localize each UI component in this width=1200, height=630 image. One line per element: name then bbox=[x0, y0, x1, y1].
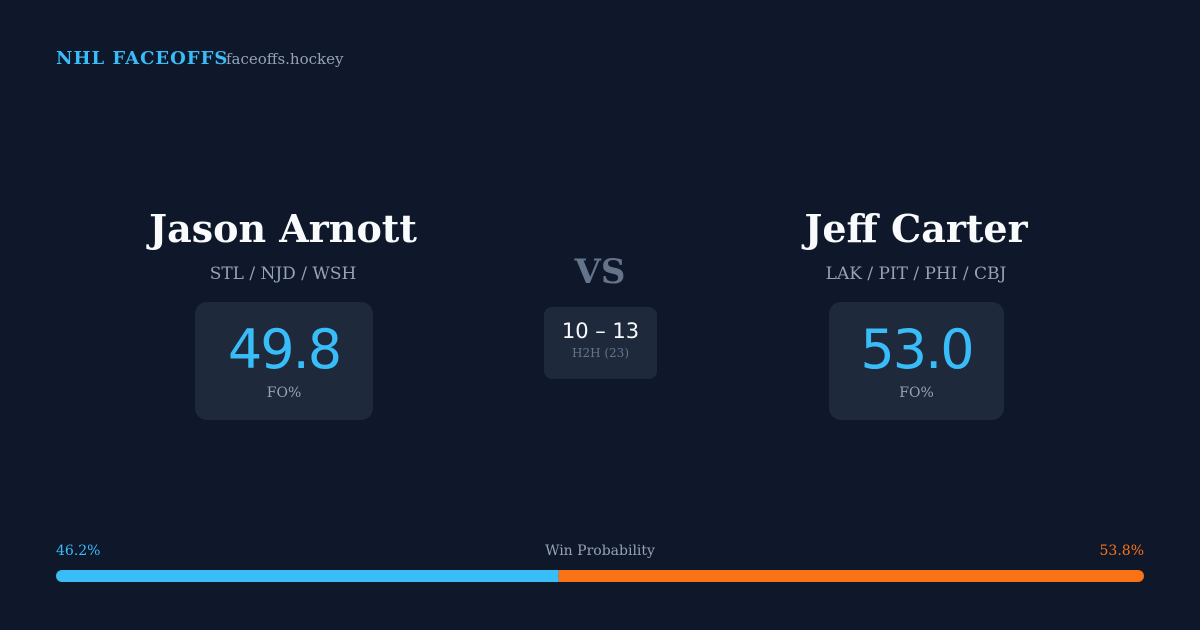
player-teams: STL / NJD / WSH bbox=[209, 264, 357, 284]
h2h-box: 10 – 13 H2H (23) bbox=[544, 307, 657, 379]
fo-pct: 49.8 bbox=[227, 318, 342, 381]
fo-pct: 53.0 bbox=[860, 318, 974, 381]
win-prob-segment bbox=[56, 570, 559, 582]
player-teams: LAK / PIT / PHI / CBJ bbox=[825, 264, 1007, 284]
h2h-score: 10 – 13 bbox=[561, 319, 640, 343]
win-prob-segment bbox=[558, 570, 1144, 582]
h2h-label: H2H (23) bbox=[571, 346, 629, 360]
win-prob-title: Win Probability bbox=[545, 543, 655, 559]
site: faceoffs.hockey bbox=[226, 50, 344, 68]
fo-label: FO% bbox=[266, 385, 302, 401]
player-name: Jeff Carter bbox=[804, 206, 1028, 251]
brand: NHL FACEOFFS bbox=[56, 48, 229, 69]
win-prob-right: 53.8% bbox=[1099, 543, 1144, 559]
player-left: Jason Arnott STL / NJD / WSH 49.8 FO% bbox=[83, 206, 483, 420]
fo-box: 53.0 FO% bbox=[829, 302, 1004, 420]
fo-box: 49.8 FO% bbox=[195, 302, 373, 420]
vs: VS bbox=[574, 252, 626, 292]
player-right: Jeff Carter LAK / PIT / PHI / CBJ 53.0 F… bbox=[716, 206, 1116, 420]
player-name: Jason Arnott bbox=[149, 206, 417, 251]
fo-label: FO% bbox=[899, 385, 934, 401]
win-prob-left: 46.2% bbox=[56, 543, 101, 559]
win-prob-bar bbox=[56, 570, 1144, 582]
